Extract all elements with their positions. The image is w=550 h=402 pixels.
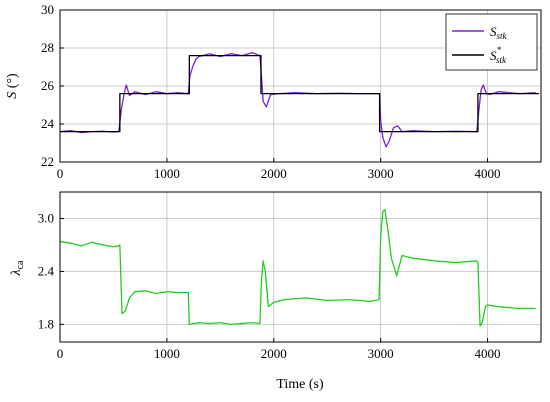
bottom-xtick-label: 4000 [475,346,501,361]
top-ytick-label: 24 [41,116,55,131]
top-grid [60,10,541,162]
bottom-ytick-label: 2.4 [38,263,55,278]
bottom-ticks: 0 1000 2000 3000 4000 1.8 2.4 3.0 [38,210,501,361]
legend-entry-s-star-stk: S* stk [490,45,507,65]
bottom-series-line-lambda-ca [60,208,536,327]
top-ytick-label: 28 [41,40,54,55]
legend-box [445,13,538,71]
legend: Sstk S* stk [445,13,538,71]
bottom-xtick-label: 2000 [261,346,287,361]
bottom-grid [60,192,541,342]
top-ytick-label: 22 [41,154,54,169]
bottom-panel: 0 1000 2000 3000 4000 1.8 2.4 3.0 λca Time (s) [9,191,542,392]
top-xtick-label: 4000 [475,166,501,181]
bottom-ylabel: λca [9,260,26,277]
top-ytick-label: 30 [41,2,54,17]
legend-entry-s-stk: Sstk [490,24,508,41]
top-panel: 0 1000 2000 3000 4000 22 24 26 28 30 S (°) Sstk S… [5,2,542,181]
top-series-group [60,52,539,148]
bottom-ytick-label: 3.0 [38,210,54,225]
top-ticks: 0 1000 2000 3000 4000 22 24 26 28 30 [41,2,501,181]
top-ylabel: S (°) [5,73,20,99]
top-xtick-label: 2000 [261,166,287,181]
bottom-xtick-label: 0 [57,346,64,361]
top-xtick-label: 1000 [154,166,180,181]
bottom-xtick-label: 3000 [368,346,394,361]
top-series-line-s-stk [60,54,539,133]
bottom-xtick-label: 1000 [154,346,180,361]
top-ytick-label: 26 [41,78,55,93]
top-xtick-label: 3000 [368,166,394,181]
top-xtick-label: 0 [57,166,64,181]
bottom-plot-frame [59,191,542,343]
bottom-series-group [60,208,536,327]
bottom-xlabel: Time (s) [276,377,324,392]
bottom-ytick-label: 1.8 [38,316,54,331]
